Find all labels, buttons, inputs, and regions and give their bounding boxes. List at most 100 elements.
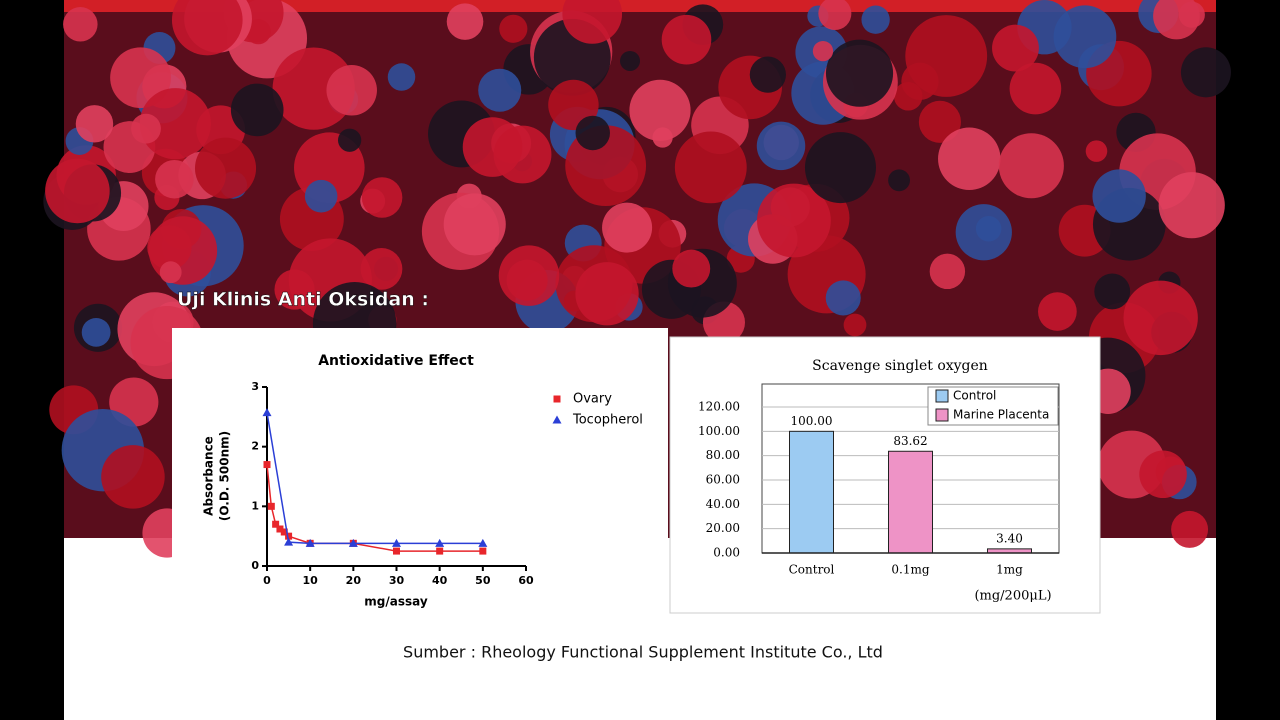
- value-label: 3.40: [996, 531, 1023, 545]
- berry: [498, 245, 560, 306]
- berry: [171, 0, 243, 56]
- heading: Uji Klinis Anti Oksidan :: [177, 289, 429, 311]
- berry: [81, 317, 111, 347]
- berry: [1153, 0, 1200, 40]
- berry: [756, 121, 806, 171]
- data-point: [479, 547, 487, 555]
- berry: [147, 225, 192, 270]
- berry: [1038, 292, 1077, 331]
- bar: [888, 450, 933, 554]
- y-tick-label: 2: [251, 440, 259, 453]
- x-axis-label: mg/assay: [364, 595, 428, 609]
- berry: [804, 132, 876, 204]
- berry: [1139, 450, 1187, 499]
- berry: [893, 81, 923, 111]
- berry: [1094, 273, 1131, 310]
- berry: [139, 88, 211, 160]
- legend-marker: [552, 415, 562, 424]
- berry: [63, 7, 98, 42]
- data-point: [392, 538, 401, 547]
- berry: [1123, 280, 1198, 356]
- y-tick-label: 80.00: [706, 448, 740, 462]
- legend-swatch: [935, 389, 949, 403]
- berry: [446, 3, 484, 40]
- berry: [1092, 169, 1146, 223]
- berry: [45, 158, 110, 224]
- x-tick-label: 0: [263, 574, 271, 587]
- data-point: [435, 538, 445, 547]
- x-tick-label: 50: [475, 574, 491, 587]
- chart-scavenge: Scavenge singlet oxygen 0.00 20.00 40.00 60.…: [698, 358, 1060, 604]
- berry: [918, 100, 961, 143]
- legend-label: Control: [953, 389, 996, 403]
- data-point: [280, 528, 288, 536]
- berry: [812, 40, 834, 62]
- data-point: [267, 502, 275, 510]
- berry: [1180, 47, 1231, 98]
- berry: [1053, 5, 1117, 69]
- berry: [1009, 62, 1062, 115]
- data-point: [285, 532, 293, 540]
- x-tick-label: 40: [432, 574, 448, 587]
- berry: [361, 177, 403, 218]
- data-point: [348, 538, 358, 547]
- y-tick-label: 0.00: [713, 546, 740, 560]
- berry: [1171, 510, 1209, 548]
- y-tick-label: 1: [251, 499, 259, 512]
- bar: [789, 430, 834, 554]
- berry: [326, 65, 377, 116]
- berry: [955, 204, 1012, 261]
- y-tick-label: 3: [251, 380, 259, 393]
- berry: [575, 115, 610, 151]
- berry: [757, 183, 831, 258]
- berry: [1158, 172, 1225, 239]
- berry: [159, 261, 182, 284]
- berry: [562, 0, 623, 44]
- x-tick-label: 1mg: [996, 563, 1023, 577]
- y-axis-label: (O.D. 500nm): [218, 431, 232, 521]
- berry: [304, 179, 338, 213]
- value-label: 83.62: [893, 434, 927, 448]
- legend-box: [927, 386, 1059, 426]
- berry: [861, 5, 890, 34]
- data-point: [478, 538, 488, 547]
- legend-label: Marine Placenta: [953, 408, 1049, 422]
- y-tick-label: 120.00: [698, 400, 740, 414]
- legend-label: Ovary: [573, 392, 612, 407]
- y-tick-label: 0: [251, 559, 259, 572]
- data-point: [393, 547, 400, 555]
- x-tick-label: 20: [346, 574, 362, 587]
- data-point: [263, 461, 271, 469]
- x-tick-label: Control: [789, 563, 835, 577]
- berry: [905, 15, 988, 97]
- x-axis-label: (mg/200μL): [974, 589, 1051, 604]
- legend-label: Tocopherol: [572, 413, 643, 428]
- x-tick-label: 30: [389, 574, 405, 587]
- y-tick-label: 20.00: [706, 521, 740, 535]
- berry: [992, 24, 1039, 72]
- data-point: [436, 547, 444, 555]
- chart-title: Antioxidative Effect: [318, 353, 474, 369]
- berry: [929, 253, 966, 290]
- berry: [672, 249, 711, 288]
- berry: [602, 202, 653, 253]
- berry: [818, 0, 852, 31]
- y-tick-label: 100.00: [698, 424, 740, 438]
- berry: [230, 83, 284, 137]
- berry: [499, 14, 528, 43]
- berry: [575, 262, 639, 326]
- y-axis-label: Absorbance: [202, 436, 216, 516]
- data-point: [272, 520, 280, 528]
- berry: [825, 39, 894, 107]
- berry: [478, 68, 522, 112]
- berry: [661, 14, 712, 65]
- berry: [629, 79, 691, 141]
- panel: [172, 328, 668, 620]
- berry: [110, 47, 171, 109]
- data-point: [262, 408, 272, 417]
- berry: [888, 169, 910, 192]
- berry: [674, 131, 747, 204]
- berry: [387, 63, 416, 91]
- berry: [443, 193, 506, 256]
